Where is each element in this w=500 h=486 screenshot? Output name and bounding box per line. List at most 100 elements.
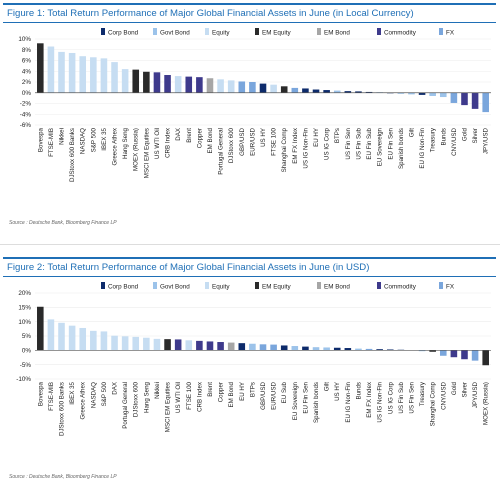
bar-25 (291, 346, 299, 351)
bar-18 (217, 79, 224, 93)
x-tick-label: Nikkei (59, 128, 66, 145)
bar-31 (355, 348, 362, 351)
bar-42 (471, 350, 479, 361)
bar-19 (227, 80, 235, 93)
bar-13 (164, 75, 171, 93)
bar-32 (365, 348, 373, 351)
x-tick-label: Hang Seng (143, 381, 150, 413)
bar-15 (185, 76, 193, 93)
bar-30 (344, 91, 352, 93)
x-tick-label: NASDAQ (90, 382, 97, 408)
y-tick-label: 6% (22, 58, 32, 65)
bar-11 (143, 71, 150, 93)
y-tick-label: 0% (22, 348, 32, 355)
x-tick-label: DAX (175, 128, 182, 141)
x-tick-label: EU IG Non-Fin (419, 127, 426, 168)
bar-2 (47, 46, 55, 93)
x-tick-label: Portugal General (122, 382, 129, 429)
x-tick-label: EU Fin Sen (387, 127, 394, 159)
bar-1 (37, 306, 44, 351)
bar-29 (333, 90, 341, 93)
legend-swatch-commodity (377, 28, 381, 35)
x-tick-label: US Fin Sub (355, 127, 362, 159)
x-tick-label: DAX (112, 382, 119, 395)
bar-2 (47, 319, 55, 351)
x-tick-label: US HY (260, 128, 267, 147)
legend-label-em_bond: EM Bond (324, 284, 350, 291)
bar-1 (37, 43, 44, 93)
bar-8 (111, 62, 118, 93)
x-tick-label: Greece Athex (80, 381, 87, 419)
x-tick-label: Hang Seng (122, 127, 129, 159)
x-tick-label: DJStoxx 600 (133, 381, 140, 417)
y-tick-label: 20% (18, 290, 31, 297)
legend-label-em_equity: EM Equity (262, 30, 292, 37)
bar-39 (439, 350, 447, 356)
bar-4 (68, 325, 76, 351)
bar-22 (259, 83, 267, 93)
bar-37 (418, 350, 426, 352)
legend-label-em_equity: EM Equity (262, 284, 292, 291)
bar-19 (227, 342, 235, 351)
bar-8 (111, 335, 118, 351)
x-tick-label: EM Bond (207, 127, 214, 153)
bar-14 (174, 339, 182, 351)
legend-label-govt_bond: Govt Bond (160, 30, 190, 37)
legend-label-commodity: Commodity (384, 30, 417, 37)
x-tick-label: Bunds (355, 382, 362, 400)
bar-24 (280, 86, 288, 93)
figure-2-panel: Figure 2: Total Return Performance of Ma… (3, 257, 496, 485)
bar-20 (238, 81, 246, 93)
bar-26 (302, 88, 309, 93)
x-tick-label: DJStoxx 600 Banks (59, 382, 66, 436)
x-tick-label: FTSE-MIB (48, 382, 55, 411)
bar-41 (461, 92, 468, 106)
x-tick-label: EU Sub (281, 381, 288, 403)
x-tick-label: US WTI Oil (154, 128, 161, 159)
bar-18 (217, 342, 224, 351)
x-tick-label: US IG Non-Fin (302, 127, 309, 168)
x-tick-label: Portugal General (218, 128, 225, 175)
x-tick-label: Gilt (324, 382, 331, 392)
bar-10 (132, 69, 140, 93)
figure-2-title: Figure 2: Total Return Performance of Ma… (7, 262, 370, 273)
bar-27 (312, 89, 320, 93)
figure-2-source: Source : Deutsche Bank, Bloomberg Financ… (9, 474, 117, 480)
x-tick-label: S&P 500 (101, 381, 108, 406)
y-tick-label: 4% (22, 68, 32, 75)
x-tick-label: FTSE 100 (271, 127, 278, 155)
x-tick-label: EU Fin Sub (366, 127, 373, 159)
bar-23 (270, 84, 277, 93)
bar-36 (408, 92, 415, 95)
bar-9 (121, 336, 129, 351)
bar-14 (174, 76, 182, 93)
y-tick-label: -10% (16, 376, 31, 383)
x-tick-label: DJStoxx 600 Banks (69, 128, 76, 182)
figure-1-title: Figure 1: Total Return Performance of Ma… (7, 8, 414, 19)
legend-swatch-govt_bond (153, 28, 157, 35)
figure-1-chart: Corp Bond Govt Bond Equity EM Equity EM Bond… (18, 28, 491, 182)
y-tick-label: -6% (20, 122, 32, 129)
x-tick-label: EU Fin Sen (302, 381, 309, 413)
x-tick-label: Treasury (430, 127, 437, 152)
legend-label-fx: FX (446, 284, 455, 291)
x-tick-label: US Fin Sen (345, 127, 352, 159)
bar-31 (355, 91, 362, 93)
bar-28 (323, 347, 330, 351)
x-tick-label: CRB Index (165, 127, 172, 158)
bar-25 (291, 87, 299, 93)
bar-13 (164, 339, 171, 351)
x-tick-label: Nikkei (154, 382, 161, 399)
y-tick-label: -2% (20, 101, 32, 108)
x-tick-label: IBEX 35 (101, 127, 108, 150)
x-tick-label: EM Bond (228, 381, 235, 407)
legend-label-em_bond: EM Bond (324, 30, 350, 37)
legend-swatch-fx (439, 28, 443, 35)
x-tick-label: Bunds (440, 128, 447, 146)
legend-label-equity: Equity (212, 30, 230, 37)
x-tick-label: Greece Athex (112, 127, 119, 165)
bar-3 (58, 51, 65, 93)
x-tick-label: EM FX Index (366, 381, 373, 418)
legend-label-corp_bond: Corp Bond (108, 284, 139, 291)
legend-label-fx: FX (446, 30, 455, 37)
